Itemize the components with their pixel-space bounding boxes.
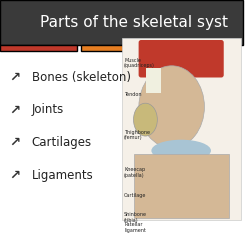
Text: Muscle
(quadriceps): Muscle (quadriceps) <box>124 58 155 68</box>
Text: Tendon: Tendon <box>124 92 142 98</box>
FancyBboxPatch shape <box>0 45 77 51</box>
Text: Joints: Joints <box>32 104 64 117</box>
Text: ↗: ↗ <box>10 168 21 181</box>
Text: Ligaments: Ligaments <box>32 168 93 181</box>
Text: Cartilage: Cartilage <box>124 192 146 198</box>
FancyBboxPatch shape <box>81 45 158 51</box>
FancyBboxPatch shape <box>146 68 160 92</box>
Text: ↗: ↗ <box>10 71 21 84</box>
FancyBboxPatch shape <box>134 154 228 218</box>
Text: Thighbone
(femur): Thighbone (femur) <box>124 130 150 140</box>
Text: ↗: ↗ <box>10 104 21 117</box>
Text: Kneecap
(patella): Kneecap (patella) <box>124 168 145 178</box>
Text: Parts of the skeletal syst: Parts of the skeletal syst <box>40 15 228 30</box>
Ellipse shape <box>139 66 204 148</box>
Text: Shinbone
(tibia): Shinbone (tibia) <box>124 212 147 223</box>
FancyBboxPatch shape <box>162 45 239 51</box>
Text: Cartilages: Cartilages <box>32 136 92 149</box>
FancyBboxPatch shape <box>122 38 241 220</box>
FancyBboxPatch shape <box>0 0 243 45</box>
Text: ↗: ↗ <box>10 136 21 149</box>
Ellipse shape <box>152 140 211 162</box>
Text: Bones (skeleton): Bones (skeleton) <box>32 71 130 84</box>
FancyBboxPatch shape <box>138 40 224 78</box>
Text: Patellar
ligament: Patellar ligament <box>124 222 146 233</box>
Ellipse shape <box>134 103 157 136</box>
